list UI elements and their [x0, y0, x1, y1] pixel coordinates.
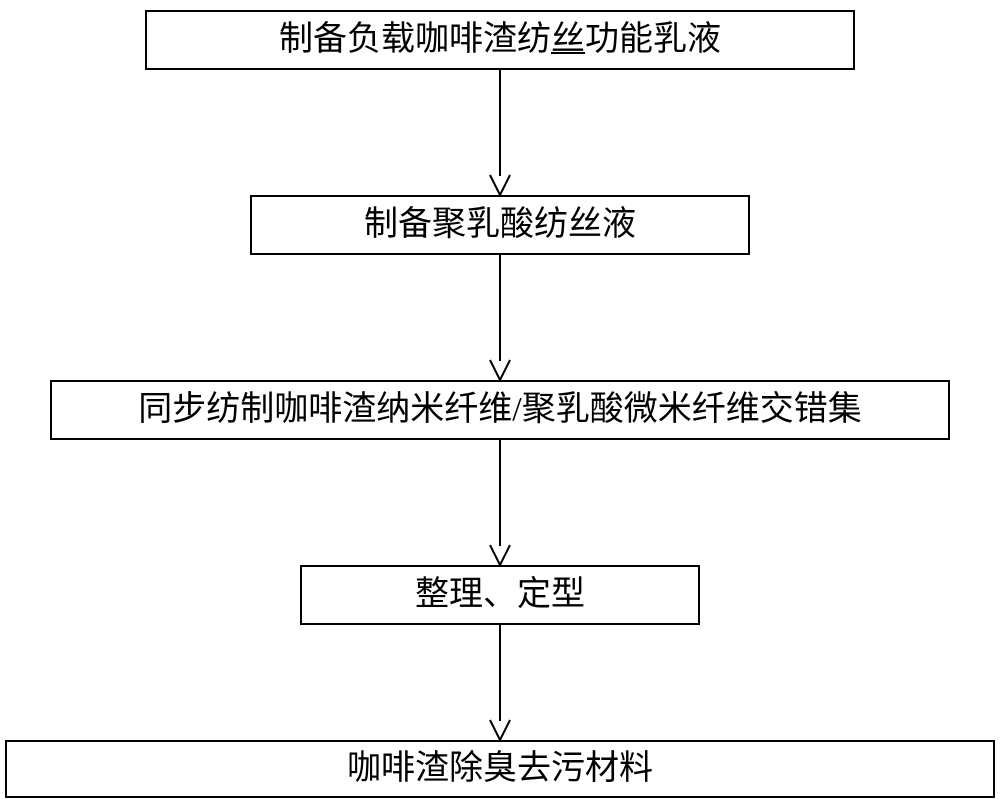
flowchart-node-step5: 咖啡渣除臭去污材料: [5, 740, 995, 798]
flowchart-node-step3: 同步纺制咖啡渣纳米纤维/聚乳酸微米纤维交错集: [50, 380, 950, 440]
flowchart-arrow: [0, 255, 1000, 380]
flowchart-arrow: [0, 625, 1000, 740]
flowchart-node-label: 咖啡渣除臭去污材料: [347, 749, 653, 790]
flowchart-node-label: 制备负载咖啡渣纺丝功能乳液: [279, 20, 721, 61]
flowchart-node-step1: 制备负载咖啡渣纺丝功能乳液: [145, 10, 855, 70]
flowchart-node-step4: 整理、定型: [300, 565, 700, 625]
flowchart-container: 制备负载咖啡渣纺丝功能乳液制备聚乳酸纺丝液同步纺制咖啡渣纳米纤维/聚乳酸微米纤维…: [0, 0, 1000, 803]
flowchart-node-step2: 制备聚乳酸纺丝液: [250, 195, 750, 255]
flowchart-arrow: [0, 70, 1000, 195]
flowchart-arrow: [0, 440, 1000, 565]
flowchart-node-label: 整理、定型: [415, 575, 585, 616]
flowchart-node-label: 同步纺制咖啡渣纳米纤维/聚乳酸微米纤维交错集: [138, 390, 861, 431]
flowchart-node-label: 制备聚乳酸纺丝液: [364, 205, 636, 246]
